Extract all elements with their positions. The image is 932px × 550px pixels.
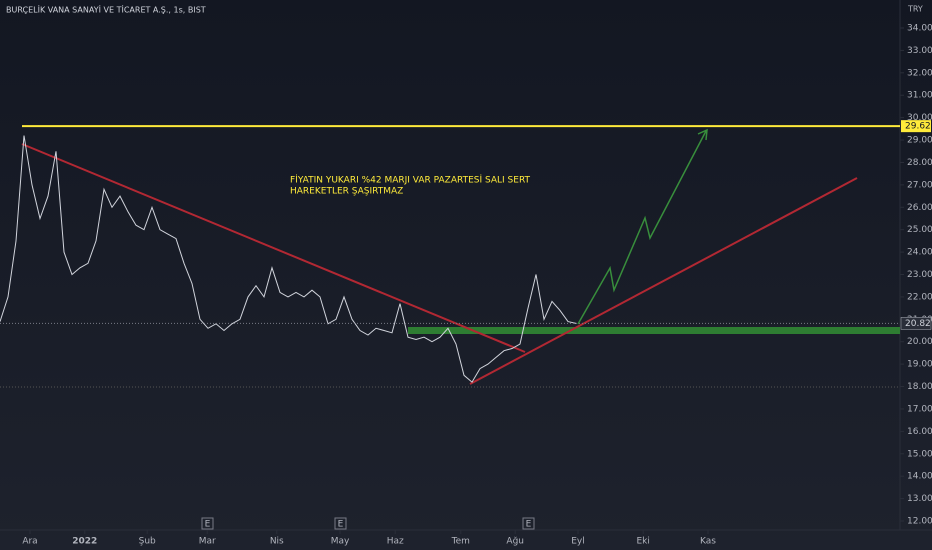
x-tick-label: Eki — [636, 537, 649, 547]
x-tick-label: Şub — [139, 537, 156, 547]
y-tick-label: 25.00 — [907, 225, 932, 235]
chart-title: BURÇELİK VANA SANAYİ VE TİCARET A.Ş., 1s… — [6, 5, 206, 15]
price-line — [0, 135, 577, 383]
y-tick-label: 18.00 — [907, 382, 932, 392]
x-tick-label: Kas — [700, 537, 716, 547]
event-markers: E E E — [201, 517, 535, 530]
y-tick-label: 34.00 — [907, 24, 932, 34]
x-tick-label: Ara — [22, 537, 37, 547]
y-tick-label: 26.00 — [907, 203, 932, 213]
y-tick-label: 22.00 — [907, 292, 932, 302]
event-label: E — [338, 520, 344, 530]
x-tick-label: 2022 — [72, 537, 97, 547]
y-tick-label: 24.00 — [907, 248, 932, 258]
y-tick-label: 27.00 — [907, 180, 932, 190]
y-tick-label: 19.00 — [907, 360, 932, 370]
y-tick-label: 14.00 — [907, 472, 932, 482]
event-box — [334, 517, 347, 530]
y-tick-label: 32.00 — [907, 68, 932, 78]
x-tick-label: Tem — [451, 537, 470, 547]
y-tick-label: 16.00 — [907, 427, 932, 437]
last-price-badge — [900, 317, 932, 330]
downtrend-line — [21, 143, 526, 353]
uptrend-line — [469, 177, 858, 385]
y-tick-label: 20.00 — [907, 337, 932, 347]
x-tick-label: Eyl — [571, 537, 585, 547]
y-tick-label: 15.00 — [907, 449, 932, 459]
y-tick-label: 29.00 — [907, 136, 932, 146]
y-tick-label: 13.00 — [907, 494, 932, 504]
y-tick-label: 28.00 — [907, 158, 932, 168]
drawings — [21, 128, 900, 385]
event-label: E — [205, 520, 211, 530]
y-tick-label: 30.00 — [907, 113, 932, 123]
event-box — [201, 517, 214, 530]
last-price-label: 20.82 — [905, 319, 931, 329]
y-tick-label: 23.00 — [907, 270, 932, 280]
y-tick-label: 17.00 — [907, 404, 932, 414]
level-label: 29.62 — [905, 122, 931, 132]
x-tick-label: May — [331, 537, 350, 547]
x-tick-label: Ağu — [506, 537, 524, 547]
x-tick-label: Haz — [387, 537, 404, 547]
y-tick-label: 33.00 — [907, 46, 932, 56]
annotation: HAREKETLER ŞAŞIRTMAZ — [290, 187, 403, 197]
currency: TRY — [907, 5, 923, 14]
x-tick-label: Mar — [199, 537, 216, 547]
annotation: FİYATIN YUKARI %42 MARJI VAR PAZARTESİ S… — [290, 175, 531, 186]
event-box — [522, 517, 535, 530]
x-tick-label: Nis — [270, 537, 284, 547]
support-band — [408, 327, 900, 334]
y-tick-label: 12.00 — [907, 517, 932, 527]
level-badge — [901, 120, 931, 133]
projection-arrow — [577, 130, 707, 325]
y-tick-label: 31.00 — [907, 91, 932, 101]
arrow-head — [697, 128, 708, 141]
event-label: E — [526, 520, 532, 530]
